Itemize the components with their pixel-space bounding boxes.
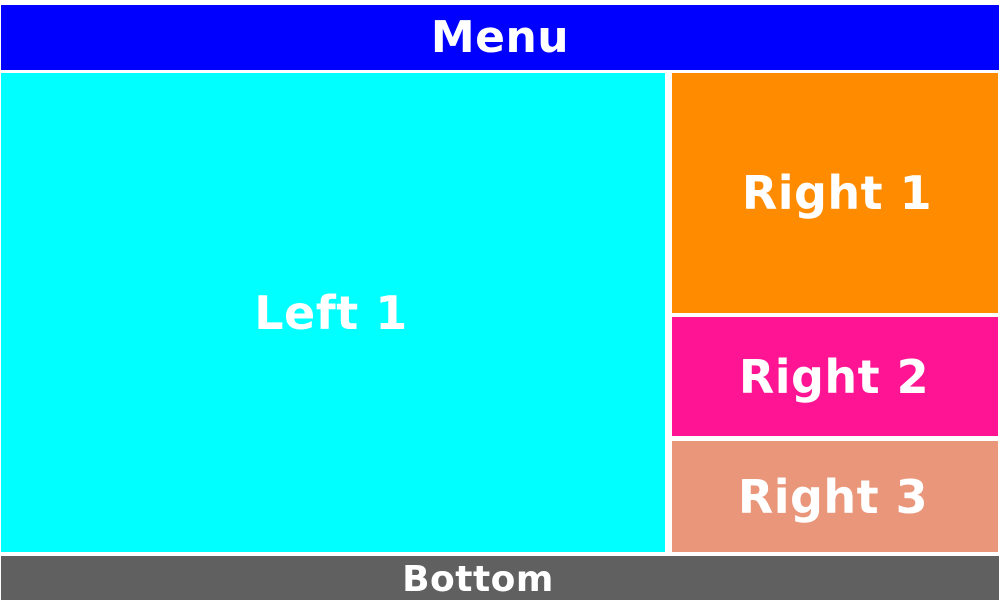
left-1-label: Left 1 [254,285,408,340]
right-3-panel: Right 3 [672,441,998,552]
left-1-panel: Left 1 [1,73,665,552]
right-2-label: Right 2 [738,349,930,404]
menu-panel: Menu [1,5,999,70]
right-1-panel: Right 1 [672,73,998,313]
right-1-label: Right 1 [741,166,933,220]
bottom-label: Bottom [402,559,554,600]
right-3-label: Right 3 [737,469,929,524]
menu-label: Menu [430,12,570,63]
right-2-panel: Right 2 [672,317,998,436]
bottom-panel: Bottom [1,556,999,600]
